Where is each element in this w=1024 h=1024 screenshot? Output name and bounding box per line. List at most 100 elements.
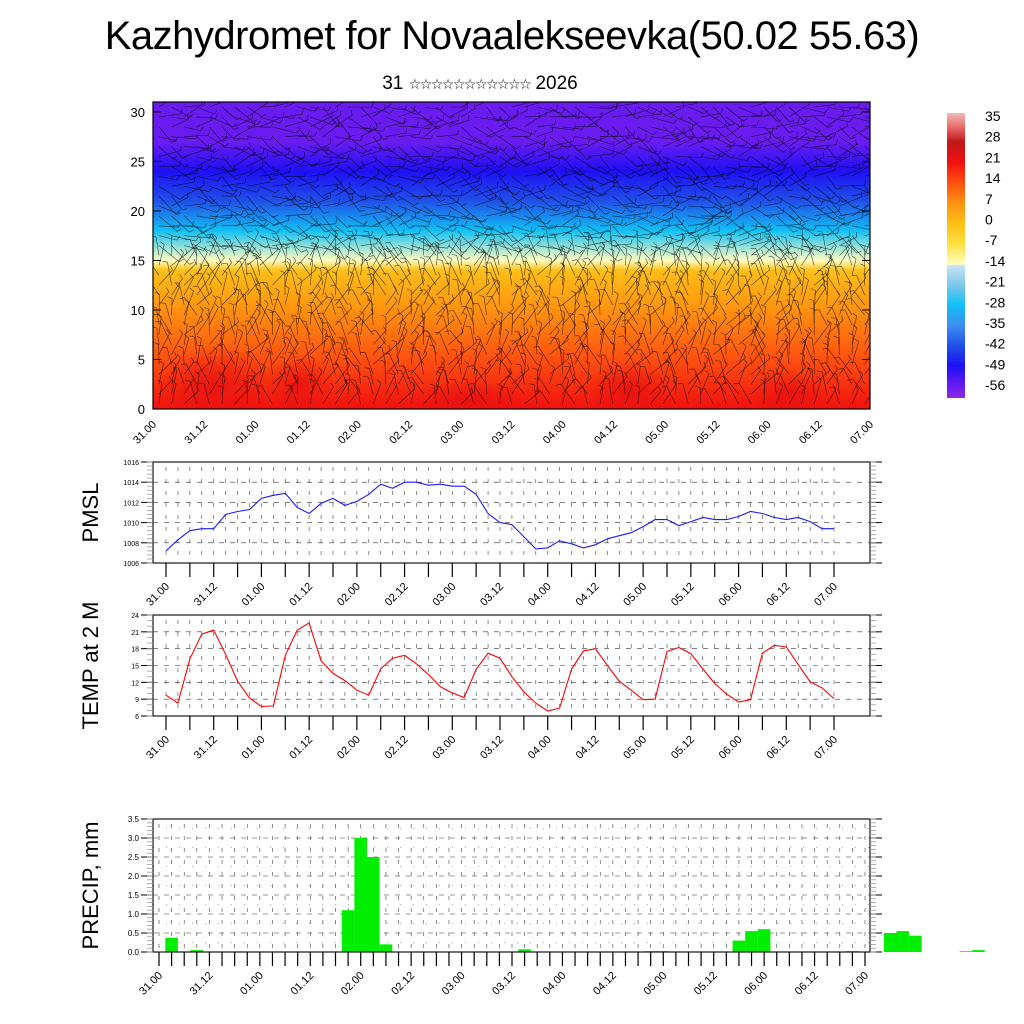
wind-barb <box>272 215 291 233</box>
wind-barb <box>234 117 253 128</box>
x-tick-label: 06.12 <box>764 581 792 609</box>
wind-barb <box>196 338 202 365</box>
wind-barb-flag <box>349 303 353 309</box>
x-tick-label: 07.00 <box>843 970 871 998</box>
wind-barb <box>599 176 617 184</box>
precip-bar <box>165 937 178 952</box>
wind-barb-flag <box>238 220 241 226</box>
wind-barb-flag <box>674 349 680 351</box>
wind-barb <box>266 282 273 306</box>
wind-barb <box>322 161 348 167</box>
wind-barb <box>347 146 364 155</box>
wind-barb-flag <box>307 304 312 307</box>
wind-barb-flag <box>465 169 470 174</box>
wind-barb <box>479 339 487 355</box>
wind-barb <box>511 146 526 165</box>
wind-barb <box>856 275 865 296</box>
wind-barb <box>297 279 303 306</box>
wind-barb-flag <box>364 367 370 369</box>
wind-barb <box>751 240 768 246</box>
wind-barb <box>272 136 287 151</box>
wind-barb-flag <box>553 206 559 210</box>
wind-barb-flag <box>514 282 519 287</box>
wind-barb <box>410 353 428 375</box>
wind-barb <box>822 371 828 395</box>
wind-barb <box>346 355 349 375</box>
wind-barb-flag <box>333 299 339 301</box>
wind-barb <box>423 194 441 197</box>
wind-barb <box>650 161 668 167</box>
wind-barb-flag <box>747 156 751 161</box>
wind-barb <box>158 382 163 405</box>
wind-barb <box>614 240 626 256</box>
wind-barb-flag <box>419 228 421 234</box>
wind-barb-flag <box>595 166 600 170</box>
wind-barb <box>549 265 565 286</box>
wind-barb <box>801 355 805 375</box>
wind-barb <box>322 110 338 118</box>
wind-barb-flag <box>583 267 588 270</box>
wind-barb <box>700 156 718 160</box>
wind-barb <box>511 296 529 316</box>
wind-barb <box>839 126 852 140</box>
wind-barb <box>688 137 709 147</box>
colorbar-label: 35 <box>985 108 1001 124</box>
wind-barb <box>158 126 173 143</box>
wind-barb-flag <box>316 218 318 224</box>
wind-barb <box>448 107 468 118</box>
wind-barb <box>373 216 392 227</box>
wind-barb-flag <box>257 282 263 284</box>
wind-barb <box>284 342 299 365</box>
wind-barb-flag <box>704 355 709 360</box>
wind-barb-flag <box>214 214 218 220</box>
wind-barb <box>536 106 563 114</box>
wind-barb-flag <box>877 227 880 231</box>
wind-barb-flag <box>509 367 512 373</box>
wind-barb <box>360 109 385 118</box>
wind-barb <box>672 243 676 266</box>
wind-barb-flag <box>369 247 373 253</box>
wind-barb-flag <box>210 287 213 293</box>
wind-barb-flag <box>661 295 667 299</box>
wind-barb <box>373 166 389 178</box>
wind-barb-flag <box>568 352 574 355</box>
wind-barb-flag <box>290 180 295 183</box>
wind-barb-flag <box>818 246 822 251</box>
wind-barb <box>372 245 388 260</box>
wind-barb-flag <box>784 180 787 186</box>
wind-barb <box>498 373 511 395</box>
wind-barb-flag <box>797 205 802 210</box>
wind-barb-flag <box>212 233 217 238</box>
wind-barb-flag <box>363 376 369 378</box>
wind-barb <box>511 336 522 355</box>
wind-barb-flag <box>789 120 795 123</box>
wind-barb-flag <box>276 228 281 233</box>
wind-barb-flag <box>785 102 787 104</box>
wind-barb <box>751 131 773 137</box>
wind-barb-flag <box>410 347 416 349</box>
wind-barb-flag <box>207 272 211 277</box>
wind-barb <box>725 166 748 173</box>
wind-barb-flag <box>616 103 618 109</box>
wind-barb-flag <box>297 277 303 281</box>
wind-barb <box>335 215 348 228</box>
wind-barb <box>259 166 272 180</box>
wind-barb-flag <box>504 328 509 333</box>
wind-barb-flag <box>477 176 482 180</box>
wind-barb <box>801 331 812 345</box>
wind-barb <box>826 176 837 190</box>
wind-barb <box>562 245 580 254</box>
wind-barb <box>851 116 870 123</box>
wind-barb-flag <box>325 335 331 337</box>
wind-barb <box>650 167 668 177</box>
wind-barb-flag <box>407 370 413 373</box>
x-tick-label: 07.00 <box>848 419 876 447</box>
wind-barb <box>322 106 339 127</box>
wind-barb <box>423 301 435 316</box>
wind-barb <box>309 358 315 385</box>
wind-barb-flag <box>627 253 632 257</box>
wind-barb-flag <box>546 220 551 225</box>
wind-barb <box>637 106 653 115</box>
wind-barb <box>284 186 298 202</box>
wind-barb <box>341 307 349 325</box>
